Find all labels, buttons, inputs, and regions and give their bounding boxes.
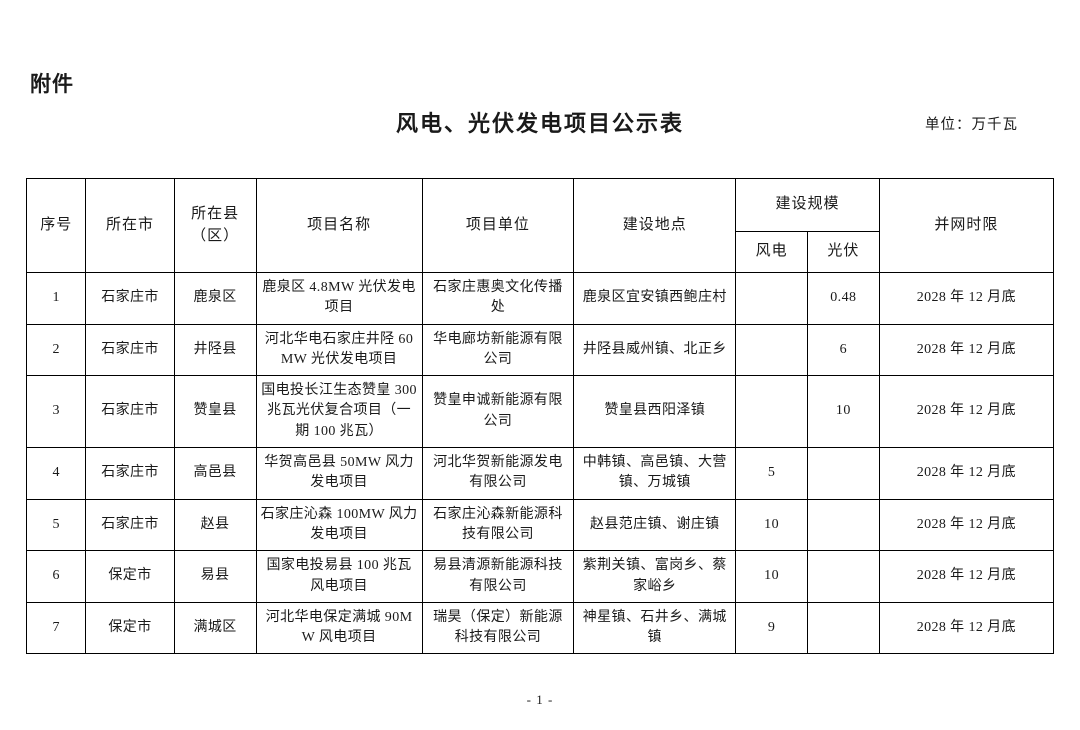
table-row: 3 石家庄市 赞皇县 国电投长江生态赞皇 300 兆瓦光伏复合项目（一期 100 兆瓦… <box>25 375 1055 449</box>
column-header-scale-group: 建设规模 <box>735 178 880 232</box>
cell-location: 紫荆关镇、富岗乡、蔡家峪乡 <box>573 550 737 603</box>
column-header-project-unit: 项目单位 <box>421 178 575 273</box>
cell-wind: 10 <box>735 498 808 552</box>
table-header: 序号 所在市 所在县 （区） 项目名称 项目单位 建设地点 建设规模 并网时限 … <box>25 178 1055 273</box>
cell-location: 赵县范庄镇、谢庄镇 <box>573 498 737 552</box>
cell-index: 3 <box>25 375 87 449</box>
cell-city: 保定市 <box>85 601 175 655</box>
column-header-deadline: 并网时限 <box>878 178 1055 273</box>
column-header-location: 建设地点 <box>573 178 737 273</box>
table-row: 6 保定市 易县 国家电投易县 100 兆瓦风电项目 易县清源新能源科技有限公司 紫荆关镇… <box>25 550 1055 603</box>
cell-solar <box>806 447 880 500</box>
cell-county: 赵县 <box>173 498 257 552</box>
project-table-container: 序号 所在市 所在县 （区） 项目名称 项目单位 建设地点 建设规模 并网时限 … <box>25 178 1055 655</box>
cell-solar: 10 <box>806 375 880 449</box>
table-row: 5 石家庄市 赵县 石家庄沁森 100MW 风力发电项目 石家庄沁森新能源科技有限公司赵… <box>25 498 1055 552</box>
cell-project-name: 华贺高邑县 50MW 风力发电项目 <box>255 447 423 500</box>
cell-city: 石家庄市 <box>85 375 175 449</box>
cell-solar: 0.48 <box>806 272 880 325</box>
column-header-scale-solar: 光伏 <box>806 231 880 273</box>
cell-solar <box>806 601 880 655</box>
cell-project-unit: 河北华贺新能源发电有限公司 <box>421 447 575 500</box>
cell-project-unit: 石家庄沁森新能源科技有限公司 <box>421 498 575 552</box>
cell-city: 石家庄市 <box>85 447 175 500</box>
unit-note: 单位：万千瓦 <box>925 117 1018 133</box>
table-body: 1 石家庄市 鹿泉区 鹿泉区 4.8MW 光伏发电项目 石家庄惠奥文化传播处 鹿泉区宜安镇… <box>25 272 1055 655</box>
cell-project-name: 河北华电石家庄井陉 60MW 光伏发电项目 <box>255 323 423 377</box>
cell-solar <box>806 498 880 552</box>
cell-wind: 9 <box>735 601 808 655</box>
cell-solar <box>806 550 880 603</box>
cell-project-name: 鹿泉区 4.8MW 光伏发电项目 <box>255 272 423 325</box>
page-number: - 1 - <box>526 692 554 707</box>
cell-project-name: 国家电投易县 100 兆瓦风电项目 <box>255 550 423 603</box>
cell-index: 6 <box>25 550 87 603</box>
cell-location: 神星镇、石井乡、满城镇 <box>573 601 737 655</box>
project-table: 序号 所在市 所在县 （区） 项目名称 项目单位 建设地点 建设规模 并网时限 … <box>25 178 1055 655</box>
cell-project-name: 石家庄沁森 100MW 风力发电项目 <box>255 498 423 552</box>
cell-solar: 6 <box>806 323 880 377</box>
cell-city: 石家庄市 <box>85 323 175 377</box>
table-row: 7 保定市 满城区 河北华电保定满城 90MW 风电项目 瑞昊（保定）新能源科技有限公司… <box>25 601 1055 655</box>
cell-deadline: 2028 年 12 月底 <box>878 323 1055 377</box>
cell-county: 赞皇县 <box>173 375 257 449</box>
cell-wind <box>735 375 808 449</box>
cell-location: 鹿泉区宜安镇西鲍庄村 <box>573 272 737 325</box>
column-header-county: 所在县 （区） <box>173 178 257 273</box>
column-header-city: 所在市 <box>85 178 175 273</box>
column-header-project-name: 项目名称 <box>255 178 423 273</box>
cell-deadline: 2028 年 12 月底 <box>878 447 1055 500</box>
column-header-county-line2: （区） <box>191 227 240 244</box>
cell-index: 2 <box>25 323 87 377</box>
column-header-index: 序号 <box>25 178 87 273</box>
cell-project-unit: 瑞昊（保定）新能源科技有限公司 <box>421 601 575 655</box>
cell-deadline: 2028 年 12 月底 <box>878 498 1055 552</box>
cell-location: 井陉县威州镇、北正乡 <box>573 323 737 377</box>
cell-city: 保定市 <box>85 550 175 603</box>
column-header-scale-wind: 风电 <box>735 231 808 273</box>
table-header-row-secondary: 风电 光伏 <box>27 231 1054 273</box>
cell-project-unit: 易县清源新能源科技有限公司 <box>421 550 575 603</box>
cell-city: 石家庄市 <box>85 272 175 325</box>
cell-county: 高邑县 <box>173 447 257 500</box>
cell-project-name: 河北华电保定满城 90MW 风电项目 <box>255 601 423 655</box>
cell-city: 石家庄市 <box>85 498 175 552</box>
cell-index: 7 <box>25 601 87 655</box>
table-row: 2 石家庄市 井陉县 河北华电石家庄井陉 60MW 光伏发电项目 华电廊坊新能源有限公司… <box>25 323 1055 377</box>
table-row: 1 石家庄市 鹿泉区 鹿泉区 4.8MW 光伏发电项目 石家庄惠奥文化传播处 鹿泉区宜安镇… <box>25 272 1055 325</box>
cell-deadline: 2028 年 12 月底 <box>878 550 1055 603</box>
cell-project-name: 国电投长江生态赞皇 300 兆瓦光伏复合项目（一期 100 兆瓦） <box>255 375 423 449</box>
cell-project-unit: 赞皇申诚新能源有限公司 <box>421 375 575 449</box>
cell-wind <box>735 272 808 325</box>
cell-project-unit: 华电廊坊新能源有限公司 <box>421 323 575 377</box>
table-header-row-primary: 序号 所在市 所在县 （区） 项目名称 项目单位 建设地点 建设规模 并网时限 <box>25 178 1055 273</box>
cell-county: 井陉县 <box>173 323 257 377</box>
cell-wind <box>735 323 808 377</box>
cell-wind: 10 <box>735 550 808 603</box>
page-title: 风电、光伏发电项目公示表 <box>395 111 684 136</box>
cell-project-unit: 石家庄惠奥文化传播处 <box>421 272 575 325</box>
column-header-county-line1: 所在县 <box>191 205 240 222</box>
cell-county: 满城区 <box>173 601 257 655</box>
cell-index: 1 <box>25 272 87 325</box>
cell-deadline: 2028 年 12 月底 <box>878 272 1055 325</box>
cell-county: 易县 <box>173 550 257 603</box>
cell-location: 中韩镇、高邑镇、大营镇、万城镇 <box>573 447 737 500</box>
cell-wind: 5 <box>735 447 808 500</box>
cell-county: 鹿泉区 <box>173 272 257 325</box>
cell-deadline: 2028 年 12 月底 <box>878 601 1055 655</box>
cell-location: 赞皇县西阳泽镇 <box>573 375 737 449</box>
cell-index: 4 <box>25 447 87 500</box>
attachment-label: 附件 <box>30 73 74 96</box>
table-row: 4 石家庄市 高邑县 华贺高邑县 50MW 风力发电项目 河北华贺新能源发电有限公司 中韩… <box>25 447 1055 500</box>
cell-deadline: 2028 年 12 月底 <box>878 375 1055 449</box>
cell-index: 5 <box>25 498 87 552</box>
